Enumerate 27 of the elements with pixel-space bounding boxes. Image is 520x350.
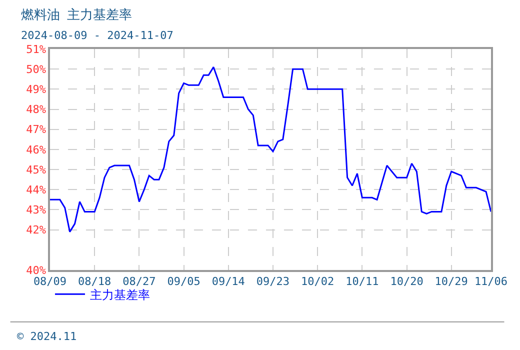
y-tick-label: 40%: [26, 264, 46, 277]
line-series: [50, 66, 491, 233]
chart-title: 燃料油 主力基差率: [21, 7, 132, 22]
y-tick-label: 48%: [26, 103, 46, 116]
y-tick-label: 45%: [26, 163, 46, 176]
y-tick-label: 49%: [26, 83, 46, 96]
legend-label: 主力基差率: [90, 288, 150, 302]
y-tick-label: 51%: [26, 42, 46, 56]
x-tick-label: 09/23: [256, 274, 290, 288]
x-tick-label: 10/29: [434, 274, 468, 288]
y-tick-label: 47%: [26, 123, 46, 136]
x-tick-label: 10/11: [346, 274, 379, 288]
x-tick-label: 11/06: [474, 274, 508, 288]
y-tick-label: 42%: [26, 224, 46, 237]
y-tick-label: 44%: [26, 183, 46, 196]
text: © 2024.11: [17, 330, 77, 343]
x-tick-label: 08/27: [122, 274, 156, 288]
x-tick-label: 08/18: [78, 274, 112, 288]
x-tick-label: 09/05: [167, 274, 200, 288]
y-tick-label: 43%: [26, 204, 46, 217]
x-tick-label: 10/20: [390, 274, 424, 288]
y-tick-label: 50%: [26, 62, 46, 76]
x-tick-label: 08/09: [33, 274, 67, 288]
x-tick-label: 09/14: [212, 274, 246, 288]
y-tick-label: 46%: [26, 143, 46, 156]
x-tick-label: 10/02: [301, 274, 334, 288]
chart-subtitle: 2024-08-09 - 2024-11-07: [21, 29, 174, 42]
